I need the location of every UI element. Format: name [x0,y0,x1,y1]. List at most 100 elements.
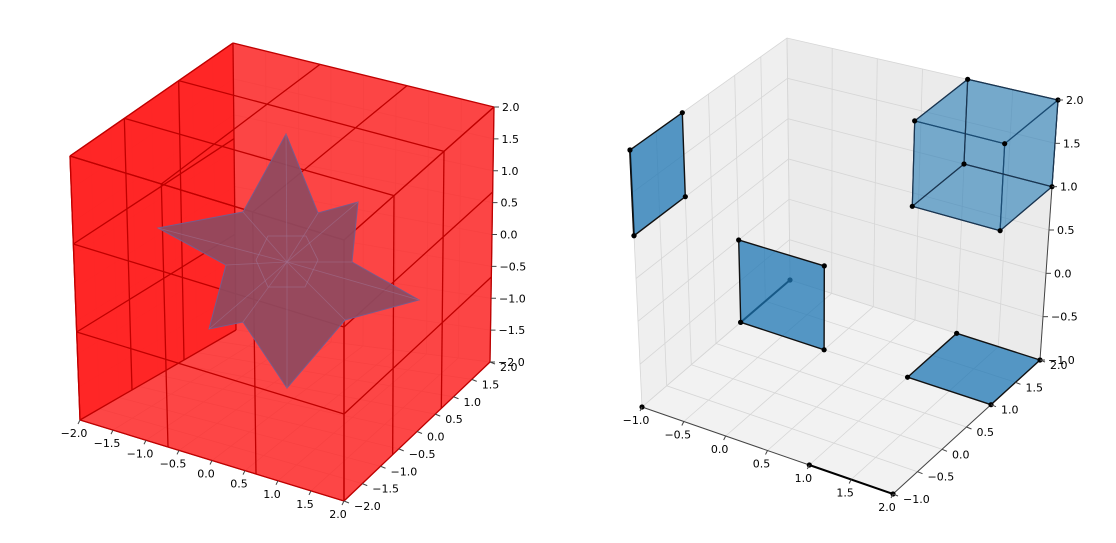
y-tick-label: −2.0 [354,500,381,513]
x-tick-label: 0.0 [197,468,215,481]
z-tick-label: −1.5 [499,324,526,337]
square-xz-vertex [821,347,827,353]
x-tick [723,435,727,441]
y-tick-label: 2.0 [1050,359,1068,372]
y-tick-label: 1.0 [1001,404,1019,417]
y-tick-label: −0.5 [928,471,955,484]
square-xz-vertex [736,237,742,243]
cube-vertex [1002,141,1008,147]
right-plot-objects [627,76,1061,497]
y-tick [435,413,441,417]
cube-vertex [997,228,1003,234]
square-xz-vertex [821,263,827,269]
y-tick [416,431,423,434]
z-tick-label: 2.0 [1066,94,1084,107]
left-plot-objects [69,42,495,502]
cube-edge [160,63,321,185]
x-tick-label: −0.5 [160,457,187,470]
z-tick-label: 1.5 [1063,137,1081,150]
y-tick [362,483,368,487]
z-tick-label: 0.5 [501,197,519,210]
floor-pane [642,280,1040,494]
y-tick [990,404,997,408]
segment-endpoint [806,462,812,468]
y-tick [1015,381,1021,385]
z-tick-label: 0.5 [1057,224,1075,237]
star-edge [208,261,288,330]
x-tick [890,493,894,499]
x-tick [242,470,246,475]
z-tick-label: 1.5 [502,133,520,146]
square-yz-vertex [631,233,637,239]
x-tick-label: 0.0 [711,443,729,456]
square-xz-vertex [738,319,744,325]
star-edge [242,211,288,263]
y-tick [343,500,350,504]
right-axes-panes [630,38,1058,494]
y-tick-label: 0.0 [952,448,970,461]
x-tick [681,421,685,426]
y-tick [892,493,899,497]
x-tick [110,429,114,435]
cube-edge [343,276,492,415]
y-tick [489,361,496,365]
cube-vertex [965,76,971,82]
x-tick [765,450,768,455]
cube-edge [178,80,185,361]
z-tick-label: −1.0 [1048,354,1075,367]
x-tick-label: −1.5 [94,437,121,450]
cube-vertex [912,118,918,124]
z-tick-label: −0.5 [1051,311,1078,324]
cube-edge [79,329,237,421]
star-edge [286,261,420,301]
cube-vertex [909,203,915,209]
x-tick-label: −1.0 [127,447,154,460]
cube-edge [72,138,235,245]
x-tick-label: −0.5 [664,429,691,442]
x-tick [176,450,180,455]
z-tick-label: −0.5 [500,260,527,273]
y-tick [1039,359,1046,363]
x-tick-label: 0.5 [230,478,248,491]
x-tick [209,460,213,465]
x-tick-label: 1.0 [795,472,813,485]
star-edge [286,261,346,321]
y-tick-label: −1.0 [391,465,418,478]
x-tick [77,419,81,425]
star-inner-ring [255,235,319,288]
y-tick-label: −1.5 [372,483,399,496]
y-tick-label: 1.5 [1026,381,1044,394]
cube-edge [76,331,345,415]
square-yz-vertex [679,110,685,116]
y-tick [471,378,477,382]
left-3d-axes: −2.0 −2.0 −2.0 −1.5 −1.5 −1.5 −1.0 −1.0 −1.0 −0.5… [61,42,527,521]
y-tick-label: 0.0 [427,431,445,444]
x-tick-label: 0.5 [753,458,771,471]
x-tick-label: 1.0 [263,488,281,501]
square-xy-vertex [954,330,960,336]
z-tick-label: 1.0 [501,165,519,178]
star-edge [242,261,288,323]
y-tick-label: 2.0 [500,361,518,374]
cube-edge [392,195,395,455]
x-tick [848,479,852,484]
x-tick [308,490,312,496]
cube-edge [124,117,395,197]
y-tick-label: 0.5 [977,426,995,439]
cube-vertex [961,161,967,167]
square-yz-vertex [682,194,688,200]
cube-edge [440,151,445,409]
cube-edge [69,42,234,157]
z-tick-label: 0.0 [1054,267,1072,280]
y-tick [941,448,948,452]
cube-face [344,107,494,501]
x-tick [806,464,810,470]
x-tick-label: −1.0 [623,414,650,427]
cube-edge [178,80,445,152]
star-edge [285,133,288,263]
x-tick-label: 2.0 [329,508,347,521]
right-3d-axes: −1.0 −1.0 −1.0 −0.5 −0.5 −0.5 0.0 0.0 0.0 0.5 0.5 0… [623,37,1084,514]
y-tick [917,471,923,475]
cube-face [70,43,236,420]
